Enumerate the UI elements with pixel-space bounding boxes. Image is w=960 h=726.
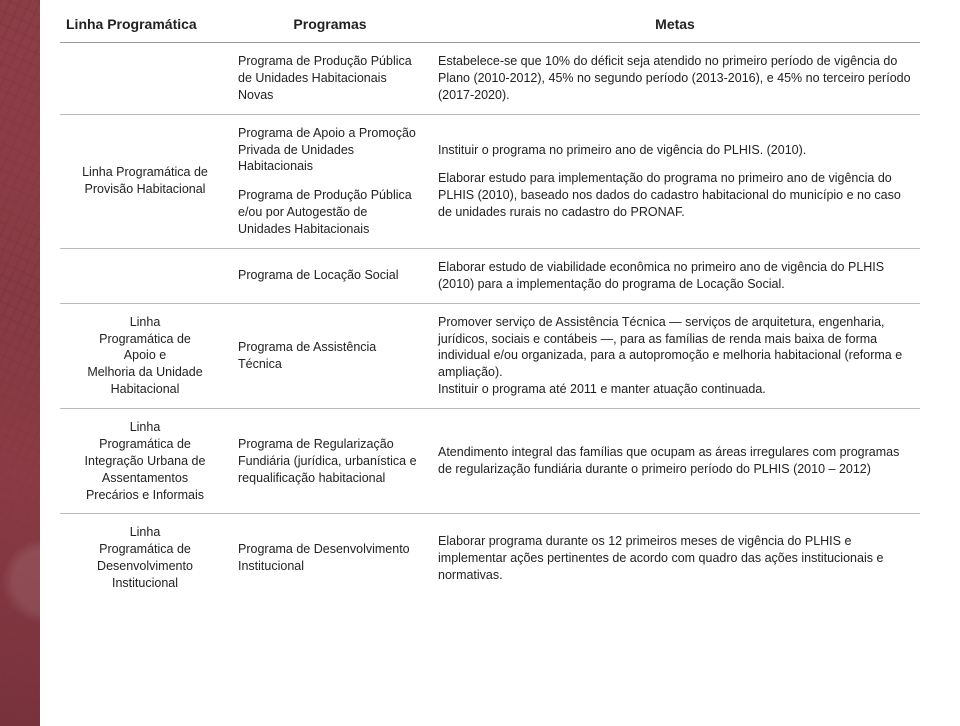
programa-text: Programa de Apoio a Promoção Privada de … xyxy=(238,125,422,176)
table-row: Linha Programática de Provisão Habitacio… xyxy=(60,114,920,248)
table-row: Linha Programática de Apoio e Melhoria d… xyxy=(60,303,920,408)
programa-cell: Programa de Assistência Técnica xyxy=(230,303,430,408)
meta-cell: Promover serviço de Assistência Técnica … xyxy=(430,303,920,408)
header-programas: Programas xyxy=(230,10,430,43)
meta-cell: Elaborar estudo de viabilidade econômica… xyxy=(430,248,920,302)
programa-text: Programa de Produção Pública e/ou por Au… xyxy=(238,187,422,238)
meta-cell: Elaborar programa durante os 12 primeiro… xyxy=(430,514,920,602)
header-linha: Linha Programática xyxy=(60,10,230,43)
meta-cell: Atendimento integral das famílias que oc… xyxy=(430,409,920,514)
meta-cell: Instituir o programa no primeiro ano de … xyxy=(430,114,920,248)
programmes-table: Linha Programática Programas Metas Progr… xyxy=(60,10,920,602)
header-metas: Metas xyxy=(430,10,920,43)
table-row: Programa de Locação Social Elaborar estu… xyxy=(60,248,920,302)
meta-text: Instituir o programa no primeiro ano de … xyxy=(438,142,912,159)
linha-cell-provisao: Linha Programática de Provisão Habitacio… xyxy=(60,114,230,248)
table-row: Linha Programática de Integração Urbana … xyxy=(60,409,920,514)
document-page: Linha Programática Programas Metas Progr… xyxy=(40,0,940,726)
programa-cell: Programa de Apoio a Promoção Privada de … xyxy=(230,114,430,248)
meta-text: Elaborar estudo para implementação do pr… xyxy=(438,170,912,221)
programa-cell: Programa de Desenvolvimento Instituciona… xyxy=(230,514,430,602)
linha-cell-apoio: Linha Programática de Apoio e Melhoria d… xyxy=(60,303,230,408)
table-header-row: Linha Programática Programas Metas xyxy=(60,10,920,43)
table-row: Linha Programática de Desenvolvimento In… xyxy=(60,514,920,602)
table-row: Programa de Produção Pública de Unidades… xyxy=(60,43,920,114)
programa-cell: Programa de Locação Social xyxy=(230,248,430,302)
programa-cell: Programa de Regularização Fundiária (jur… xyxy=(230,409,430,514)
meta-cell: Estabelece-se que 10% do déficit seja at… xyxy=(430,43,920,114)
linha-cell-desenvolvimento: Linha Programática de Desenvolvimento In… xyxy=(60,514,230,602)
programa-cell: Programa de Produção Pública de Unidades… xyxy=(230,43,430,114)
linha-cell-integracao: Linha Programática de Integração Urbana … xyxy=(60,409,230,514)
